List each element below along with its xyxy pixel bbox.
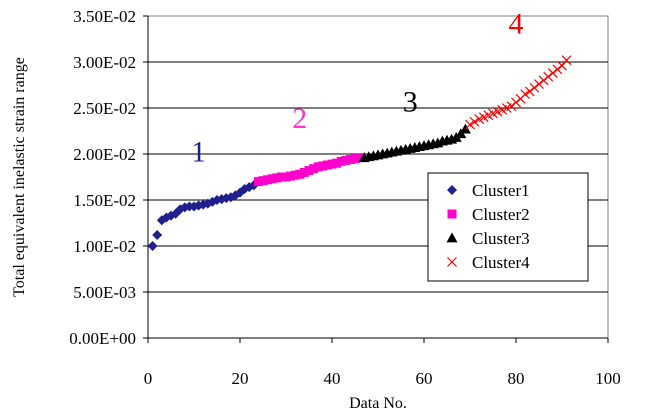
data-point-cluster2	[313, 162, 323, 172]
legend-marker-cluster2	[447, 209, 457, 219]
data-point-cluster2	[272, 173, 282, 183]
y-tick-label: 3.00E-02	[73, 53, 136, 72]
data-point-cluster2	[309, 164, 319, 174]
data-point-cluster2	[267, 174, 277, 184]
y-axis-title: Total equivalent inelastic strain range	[11, 57, 28, 297]
cluster-annotation: 1	[191, 135, 206, 168]
y-tick-label: 3.50E-02	[73, 7, 136, 26]
x-tick-label: 80	[508, 369, 525, 388]
legend-label: Cluster1	[472, 181, 530, 200]
data-point-cluster2	[345, 155, 355, 165]
legend-label: Cluster2	[472, 205, 530, 224]
data-point-cluster4	[538, 75, 549, 86]
y-tick-label: 1.00E-02	[73, 237, 136, 256]
x-tick-label: 60	[416, 369, 433, 388]
cluster-annotation: 3	[403, 86, 418, 119]
x-axis-title: Data No.	[349, 395, 407, 412]
data-point-cluster2	[355, 153, 365, 163]
data-point-cluster4	[547, 68, 558, 78]
data-point-cluster4	[552, 64, 563, 75]
data-point-cluster2	[327, 159, 337, 169]
data-point-cluster4	[543, 71, 554, 82]
legend-marker-cluster1	[447, 185, 457, 195]
data-point-cluster4	[529, 82, 540, 93]
data-point-cluster2	[318, 161, 328, 171]
data-point-cluster2	[290, 170, 300, 180]
data-point-cluster2	[253, 177, 263, 187]
data-point-cluster2	[258, 176, 268, 186]
data-point-cluster2	[336, 156, 346, 166]
legend: Cluster1 Cluster2 Cluster3 Cluster4	[427, 172, 589, 282]
y-tick-label: 2.50E-02	[73, 99, 136, 118]
legend-marker-cluster3	[446, 232, 458, 243]
data-point-cluster2	[295, 169, 305, 179]
y-tick-label: 2.00E-02	[73, 145, 136, 164]
x-tick-label: 0	[144, 369, 153, 388]
data-point-cluster4	[520, 89, 531, 100]
y-tick-label: 5.00E-03	[73, 283, 136, 302]
data-point-cluster2	[286, 171, 296, 181]
data-point-cluster2	[263, 175, 273, 185]
data-point-cluster2	[332, 158, 342, 168]
cluster-annotations: 1 2 3 4	[191, 7, 523, 168]
data-points	[147, 55, 572, 251]
data-point-cluster1	[147, 241, 158, 251]
y-axis: 0.00E+00 5.00E-03 1.00E-02 1.50E-02 2.00E-02…	[69, 7, 149, 348]
x-tick-label: 100	[595, 369, 621, 388]
x-tick-label: 20	[232, 369, 249, 388]
data-point-cluster4	[557, 60, 567, 71]
legend-label: Cluster3	[472, 229, 530, 248]
data-point-cluster4	[506, 101, 517, 112]
legend-label: Cluster4	[472, 253, 530, 272]
data-point-cluster4	[561, 55, 572, 66]
data-point-cluster2	[299, 167, 309, 177]
data-point-cluster1	[152, 229, 163, 240]
x-axis: 0 20 40 60 80 100	[144, 337, 621, 388]
data-point-cluster2	[281, 172, 291, 182]
data-point-cluster2	[322, 160, 332, 170]
data-point-cluster2	[304, 166, 314, 176]
legend-marker-cluster4	[447, 257, 457, 267]
cluster-annotation: 2	[292, 102, 307, 135]
data-point-cluster2	[350, 154, 360, 164]
y-tick-label: 0.00E+00	[69, 329, 136, 348]
y-tick-label: 1.50E-02	[73, 191, 136, 210]
data-point-cluster4	[511, 97, 521, 108]
data-point-cluster2	[276, 172, 286, 182]
x-tick-label: 40	[324, 369, 341, 388]
data-point-cluster4	[534, 79, 544, 90]
data-point-cluster2	[341, 155, 351, 165]
data-point-cluster4	[465, 119, 475, 130]
data-point-cluster4	[524, 86, 535, 97]
data-point-cluster4	[469, 116, 480, 127]
cluster-annotation: 4	[509, 7, 524, 40]
